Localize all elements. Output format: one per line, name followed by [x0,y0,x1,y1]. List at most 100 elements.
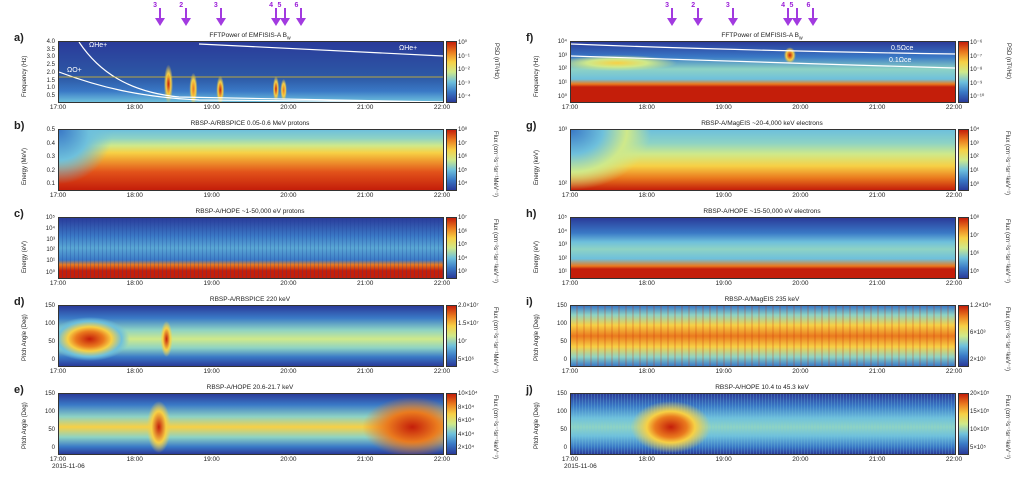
colorbar-tick-label: 10⁻³ [458,80,470,87]
y-tick-label: 3.5 [46,46,55,53]
colorbar-tick-label: 2×10⁴ [458,445,475,451]
y-tick-label: 0 [51,357,55,363]
gyrofrequency-curve [78,42,443,102]
panel-title: RBSP-A/MagEIS ~20-4,000 keV electrons [570,120,954,127]
figure-column-2: 3 2 3 4 5 6 f) FFTPower of EMFISIS-A Bw 0.5Ωce 0.… [512,0,1024,501]
colorbar-tick-label: 6×10³ [970,330,986,336]
event-arrow-head [783,18,794,26]
colorbar-tick-label: 10⁻⁹ [970,80,983,87]
event-arrow-head [667,18,678,26]
panel-title-text: FFTPower of EMFISIS-A B [721,32,800,39]
event-arrow-head [791,18,802,26]
event-arrow-head [181,18,192,26]
panel-j: j) RBSP-A/HOPE 10.4 to 45.3 keV Pitch Angl… [512,382,1024,470]
y-tick-label: 10² [558,255,567,262]
colorbar-tick-label: 10⁻⁸ [970,67,983,73]
x-tick-label: 18:00 [638,368,655,375]
y-tick-label: 150 [44,303,55,309]
y-tick-label: 10⁴ [45,225,55,232]
x-tick-label: 20:00 [280,104,297,111]
x-tick-label: 19:00 [203,368,220,375]
y-tick-label: 150 [556,391,567,397]
event-arrow-label: 3 [665,2,670,9]
x-tick-label: 21:00 [869,456,886,463]
curve-label: 0.1Ωce [889,57,912,64]
y-tick-label: 10¹ [46,258,55,265]
y-tick-label: 50 [48,427,55,433]
panel-title-text: RBSP-A/RBSPICE 0.05-0.6 MeV protons [190,120,310,127]
colorbar-tick-label: 5×10⁶ [458,357,474,363]
gyrofrequency-curve [59,71,443,102]
event-arrow-label: 4 [269,2,274,9]
spectrogram-plot [58,393,444,455]
x-tick-label: 22:00 [433,192,451,199]
x-tick-label: 21:00 [869,192,886,199]
y-axis-label: Energy (eV) [534,240,540,273]
x-tick-label: 20:00 [792,192,809,199]
x-tick-label: 18:00 [638,104,655,111]
y-tick-label: 0.5 [46,93,55,99]
event-arrow: 2 [691,2,705,26]
event-arrow: 6 [294,2,308,26]
y-tick-label: 10⁰ [557,94,567,100]
y-tick-label: 50 [48,339,55,345]
x-tick-label: 21:00 [357,104,374,111]
x-tick-label: 21:00 [869,104,886,111]
gyrofrequency-curve [571,55,955,69]
panel-title-text: RBSP-A/HOPE ~15-50,000 eV electrons [703,208,821,215]
panel-b: b) RBSP-A/RBSPICE 0.05-0.6 MeV protons Ene… [0,118,512,206]
x-tick-label: 22:00 [945,280,963,287]
curve-label: ΩHe+ [89,42,108,49]
colorbar-tick-label: 20×10⁵ [970,391,990,397]
event-arrow-head [271,18,282,26]
event-arrow: 4 [269,2,283,26]
y-tick-label: 2.5 [46,62,55,69]
panel-label: h) [526,208,537,220]
colorbar-tick-label: 10⁻⁶ [970,40,983,46]
y-tick-label: 10³ [46,236,55,243]
x-tick-label: 18:00 [638,456,655,463]
y-tick-label: 100 [44,409,55,415]
x-tick-label: 18:00 [126,368,143,375]
panel-title: RBSP-A/HOPE ~1-50,000 eV protons [58,208,442,215]
x-tick-label: 17:00 [561,192,579,199]
spectrogram-plot [570,129,956,191]
y-tick-label: 10² [558,181,567,187]
colorbar-tick-label: 10¹ [970,167,979,174]
y-tick-label: 1.5 [46,77,55,84]
y-tick-label: 4.0 [46,39,55,45]
panel-label: i) [526,296,533,308]
x-tick-label: 17:00 [49,456,67,463]
x-tick-label: 19:00 [203,280,220,287]
colorbar [958,129,969,191]
panel-title-subscript: w [287,35,291,42]
colorbar-label: Flux (cm⁻²s⁻¹sr⁻¹keV⁻¹) [492,395,498,459]
colorbar-tick-label: 10×10⁵ [970,427,990,433]
event-arrow-shaft [731,8,734,20]
panel-label: d) [14,296,25,308]
x-tick-label: 20:00 [792,280,809,287]
y-tick-label: 100 [556,409,567,415]
x-tick-label: 22:00 [945,456,963,463]
panel-a: a) FFTPower of EMFISIS-A Bw ΩHe+ ΩO+ ΩHe+ Fre… [0,30,512,118]
y-tick-label: 10⁴ [557,228,567,235]
event-arrow-label: 4 [781,2,786,9]
y-tick-label: 1.0 [46,85,55,92]
spectrogram-plot [570,393,956,455]
colorbar [446,41,457,103]
colorbar [958,393,969,455]
colorbar-tick-label: 6×10⁴ [458,418,475,424]
event-arrow-label: 2 [179,2,184,9]
colorbar-tick-label: 10⁷ [458,215,467,221]
gyrofrequency-curve [198,43,443,57]
x-tick-label: 19:00 [715,280,732,287]
panel-h: h) RBSP-A/HOPE ~15-50,000 eV electrons Ene… [512,206,1024,294]
x-tick-label: 17:00 [561,368,579,375]
curve-label: ΩHe+ [399,45,418,52]
colorbar-tick-label: 10² [970,154,979,160]
y-tick-label: 0 [51,445,55,451]
event-arrow-label: 3 [213,2,218,9]
colorbar-tick-label: 10⁴ [970,127,980,133]
y-tick-label: 0.1 [46,181,55,187]
x-tick-label: 22:00 [945,368,963,375]
